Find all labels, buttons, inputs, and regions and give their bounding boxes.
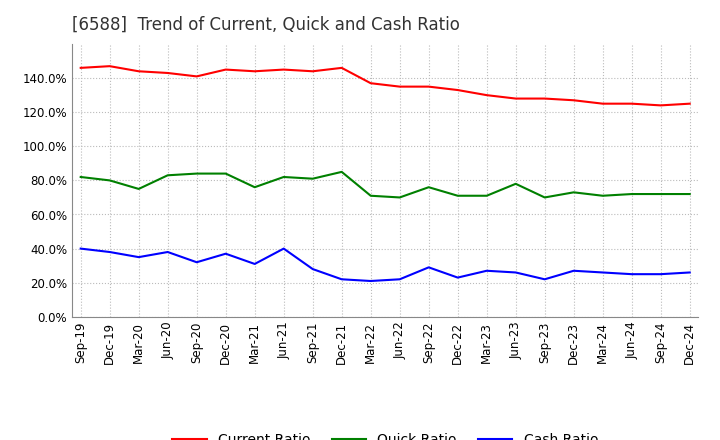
Quick Ratio	[598, 193, 607, 198]
Quick Ratio	[657, 191, 665, 197]
Current Ratio	[192, 74, 201, 79]
Current Ratio	[76, 65, 85, 70]
Cash Ratio	[338, 277, 346, 282]
Quick Ratio	[541, 195, 549, 200]
Current Ratio	[627, 101, 636, 106]
Cash Ratio	[105, 249, 114, 255]
Current Ratio	[395, 84, 404, 89]
Cash Ratio	[251, 261, 259, 267]
Cash Ratio	[482, 268, 491, 273]
Cash Ratio	[541, 277, 549, 282]
Quick Ratio	[627, 191, 636, 197]
Current Ratio	[454, 88, 462, 93]
Current Ratio	[598, 101, 607, 106]
Cash Ratio	[598, 270, 607, 275]
Cash Ratio	[279, 246, 288, 251]
Quick Ratio	[366, 193, 375, 198]
Current Ratio	[424, 84, 433, 89]
Current Ratio	[570, 98, 578, 103]
Line: Quick Ratio: Quick Ratio	[81, 172, 690, 198]
Quick Ratio	[338, 169, 346, 175]
Cash Ratio	[511, 270, 520, 275]
Current Ratio	[541, 96, 549, 101]
Quick Ratio	[570, 190, 578, 195]
Current Ratio	[105, 63, 114, 69]
Current Ratio	[251, 69, 259, 74]
Quick Ratio	[511, 181, 520, 187]
Cash Ratio	[627, 271, 636, 277]
Current Ratio	[308, 69, 317, 74]
Quick Ratio	[395, 195, 404, 200]
Cash Ratio	[76, 246, 85, 251]
Current Ratio	[657, 103, 665, 108]
Cash Ratio	[570, 268, 578, 273]
Current Ratio	[482, 92, 491, 98]
Quick Ratio	[192, 171, 201, 176]
Cash Ratio	[657, 271, 665, 277]
Cash Ratio	[135, 254, 143, 260]
Cash Ratio	[395, 277, 404, 282]
Quick Ratio	[76, 174, 85, 180]
Quick Ratio	[279, 174, 288, 180]
Cash Ratio	[454, 275, 462, 280]
Cash Ratio	[163, 249, 172, 255]
Quick Ratio	[308, 176, 317, 181]
Current Ratio	[135, 69, 143, 74]
Text: [6588]  Trend of Current, Quick and Cash Ratio: [6588] Trend of Current, Quick and Cash …	[72, 16, 460, 34]
Cash Ratio	[221, 251, 230, 257]
Quick Ratio	[454, 193, 462, 198]
Quick Ratio	[105, 178, 114, 183]
Cash Ratio	[685, 270, 694, 275]
Current Ratio	[163, 70, 172, 76]
Current Ratio	[338, 65, 346, 70]
Cash Ratio	[192, 260, 201, 265]
Quick Ratio	[482, 193, 491, 198]
Quick Ratio	[163, 172, 172, 178]
Cash Ratio	[424, 265, 433, 270]
Current Ratio	[279, 67, 288, 72]
Cash Ratio	[366, 279, 375, 284]
Line: Cash Ratio: Cash Ratio	[81, 249, 690, 281]
Current Ratio	[685, 101, 694, 106]
Legend: Current Ratio, Quick Ratio, Cash Ratio: Current Ratio, Quick Ratio, Cash Ratio	[167, 427, 603, 440]
Current Ratio	[366, 81, 375, 86]
Current Ratio	[511, 96, 520, 101]
Cash Ratio	[308, 266, 317, 271]
Quick Ratio	[221, 171, 230, 176]
Quick Ratio	[251, 185, 259, 190]
Current Ratio	[221, 67, 230, 72]
Quick Ratio	[135, 186, 143, 191]
Quick Ratio	[685, 191, 694, 197]
Line: Current Ratio: Current Ratio	[81, 66, 690, 106]
Quick Ratio	[424, 185, 433, 190]
